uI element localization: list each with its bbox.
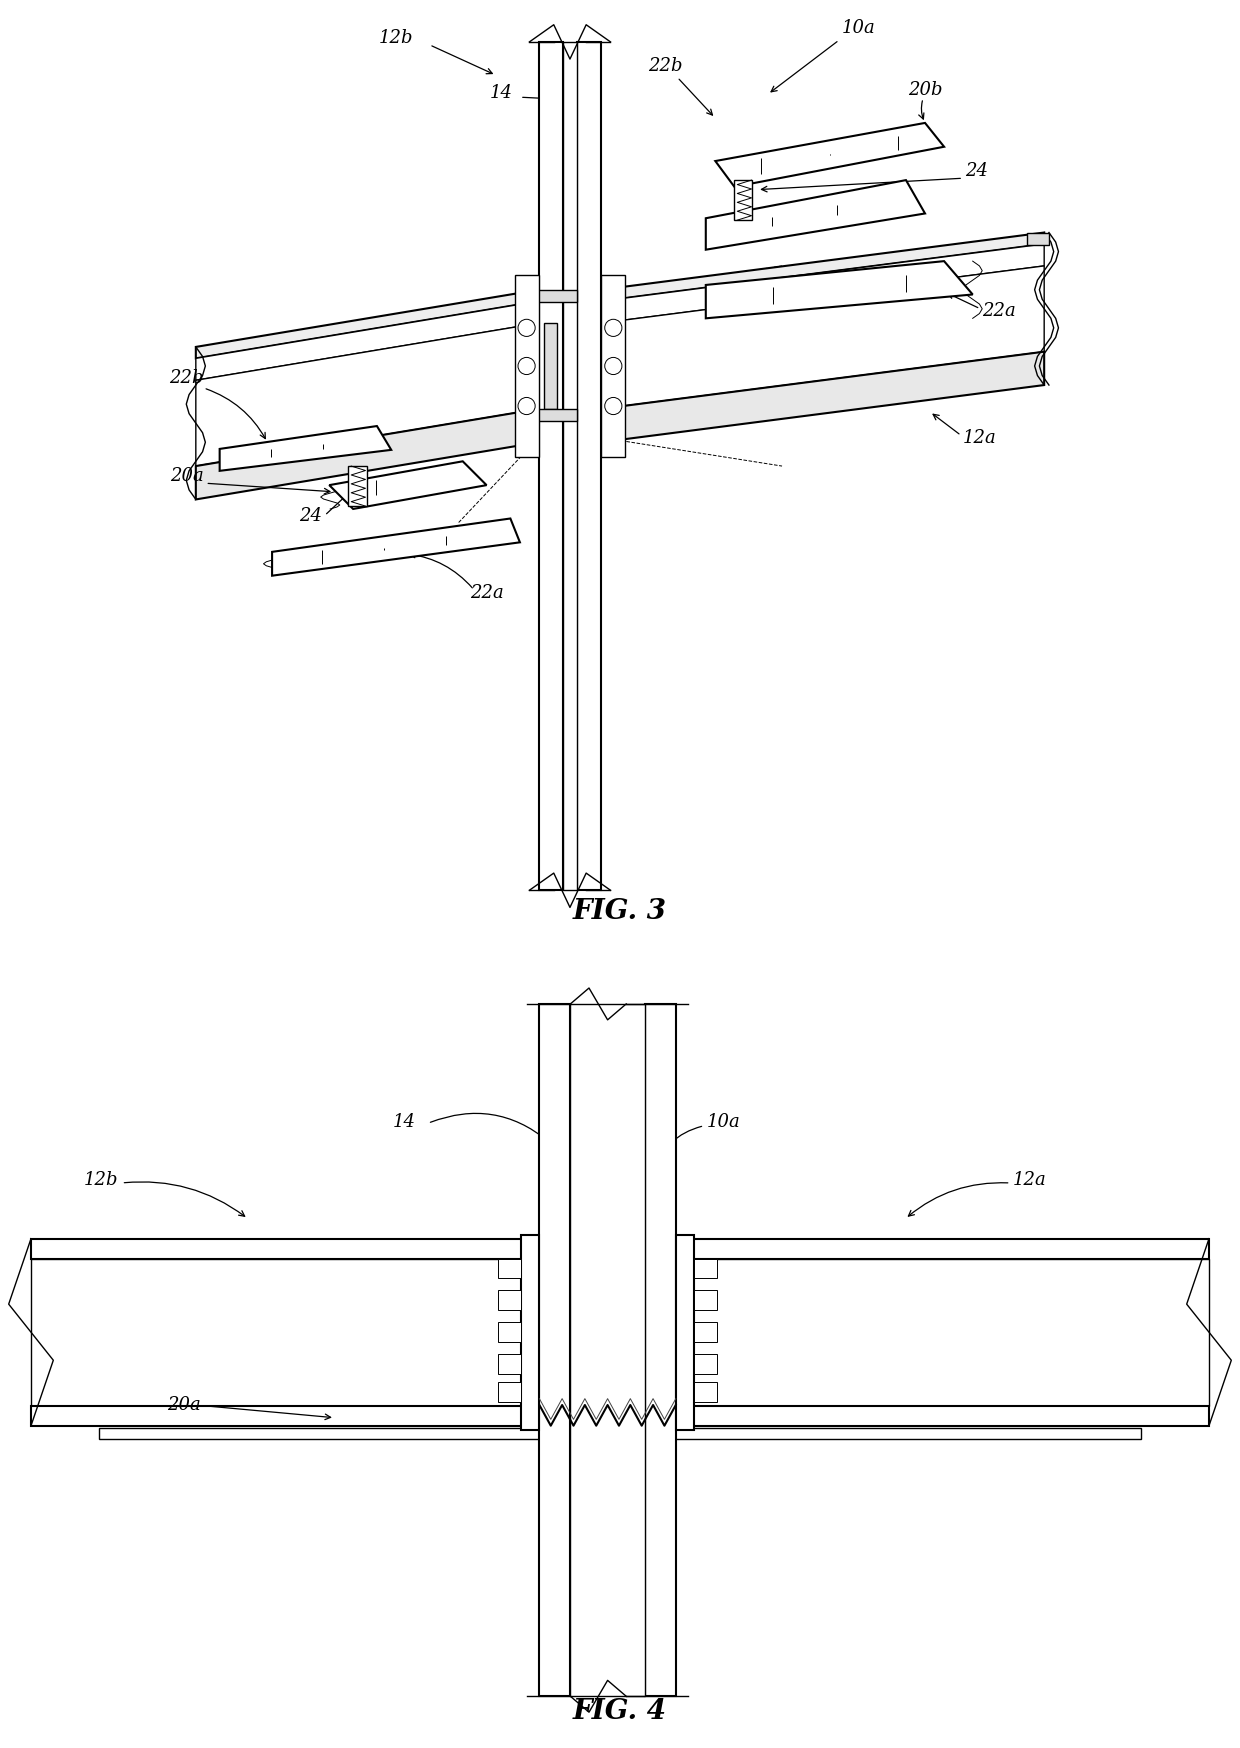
Polygon shape (676, 1259, 1209, 1405)
Text: 12a: 12a (1013, 1171, 1047, 1189)
Polygon shape (715, 124, 944, 187)
Text: 22b: 22b (649, 58, 683, 75)
Text: FIG. 3: FIG. 3 (573, 897, 667, 925)
Circle shape (518, 399, 536, 416)
Polygon shape (272, 519, 520, 577)
Text: 20b: 20b (908, 80, 942, 100)
Polygon shape (348, 467, 367, 507)
Polygon shape (676, 1236, 694, 1430)
Polygon shape (645, 1005, 676, 1696)
Polygon shape (577, 44, 601, 891)
Text: 24: 24 (299, 507, 321, 524)
Polygon shape (570, 1005, 645, 1696)
Circle shape (518, 320, 536, 337)
Polygon shape (219, 427, 392, 472)
Polygon shape (521, 1236, 539, 1430)
Polygon shape (525, 409, 577, 421)
Polygon shape (601, 353, 1044, 442)
Polygon shape (498, 1323, 521, 1342)
Polygon shape (694, 1323, 717, 1342)
Text: 20a: 20a (170, 467, 203, 486)
Polygon shape (601, 234, 1044, 302)
Polygon shape (31, 1405, 539, 1426)
Polygon shape (498, 1259, 521, 1280)
Polygon shape (601, 245, 1044, 323)
Text: 22b: 22b (169, 369, 203, 386)
Polygon shape (706, 182, 925, 250)
Text: 10a: 10a (707, 1112, 740, 1131)
Polygon shape (670, 1428, 1141, 1439)
Polygon shape (31, 1239, 539, 1259)
Polygon shape (196, 290, 539, 358)
Text: 14: 14 (392, 1112, 415, 1131)
Circle shape (518, 358, 536, 376)
Text: 12b: 12b (83, 1171, 118, 1189)
Polygon shape (694, 1290, 717, 1311)
Text: 22a: 22a (470, 584, 503, 601)
Polygon shape (196, 323, 539, 467)
Text: 10a: 10a (842, 19, 875, 37)
Polygon shape (544, 323, 557, 409)
Text: 22a: 22a (982, 302, 1016, 320)
Polygon shape (563, 44, 577, 891)
Polygon shape (601, 276, 625, 458)
Polygon shape (734, 182, 751, 220)
Polygon shape (676, 1239, 1209, 1259)
Text: 20a: 20a (167, 1395, 201, 1414)
Text: 12a: 12a (963, 428, 997, 447)
Circle shape (605, 320, 622, 337)
Polygon shape (498, 1355, 521, 1374)
Polygon shape (694, 1355, 717, 1374)
Polygon shape (1028, 234, 1049, 246)
Polygon shape (694, 1259, 717, 1280)
Polygon shape (706, 262, 972, 320)
Text: FIG. 4: FIG. 4 (573, 1697, 667, 1724)
Polygon shape (601, 267, 1044, 409)
Text: 24: 24 (965, 163, 988, 180)
Polygon shape (99, 1428, 546, 1439)
Polygon shape (196, 302, 539, 381)
Text: 14: 14 (490, 84, 512, 101)
Polygon shape (515, 276, 539, 458)
Polygon shape (525, 290, 577, 302)
Polygon shape (539, 44, 563, 891)
Polygon shape (330, 461, 486, 510)
Polygon shape (694, 1383, 717, 1402)
Text: 12b: 12b (378, 30, 413, 47)
Polygon shape (196, 409, 539, 500)
Polygon shape (31, 1259, 539, 1405)
Circle shape (605, 399, 622, 416)
Polygon shape (676, 1405, 1209, 1426)
Circle shape (605, 358, 622, 376)
Polygon shape (498, 1290, 521, 1311)
Polygon shape (539, 1005, 570, 1696)
Polygon shape (498, 1383, 521, 1402)
